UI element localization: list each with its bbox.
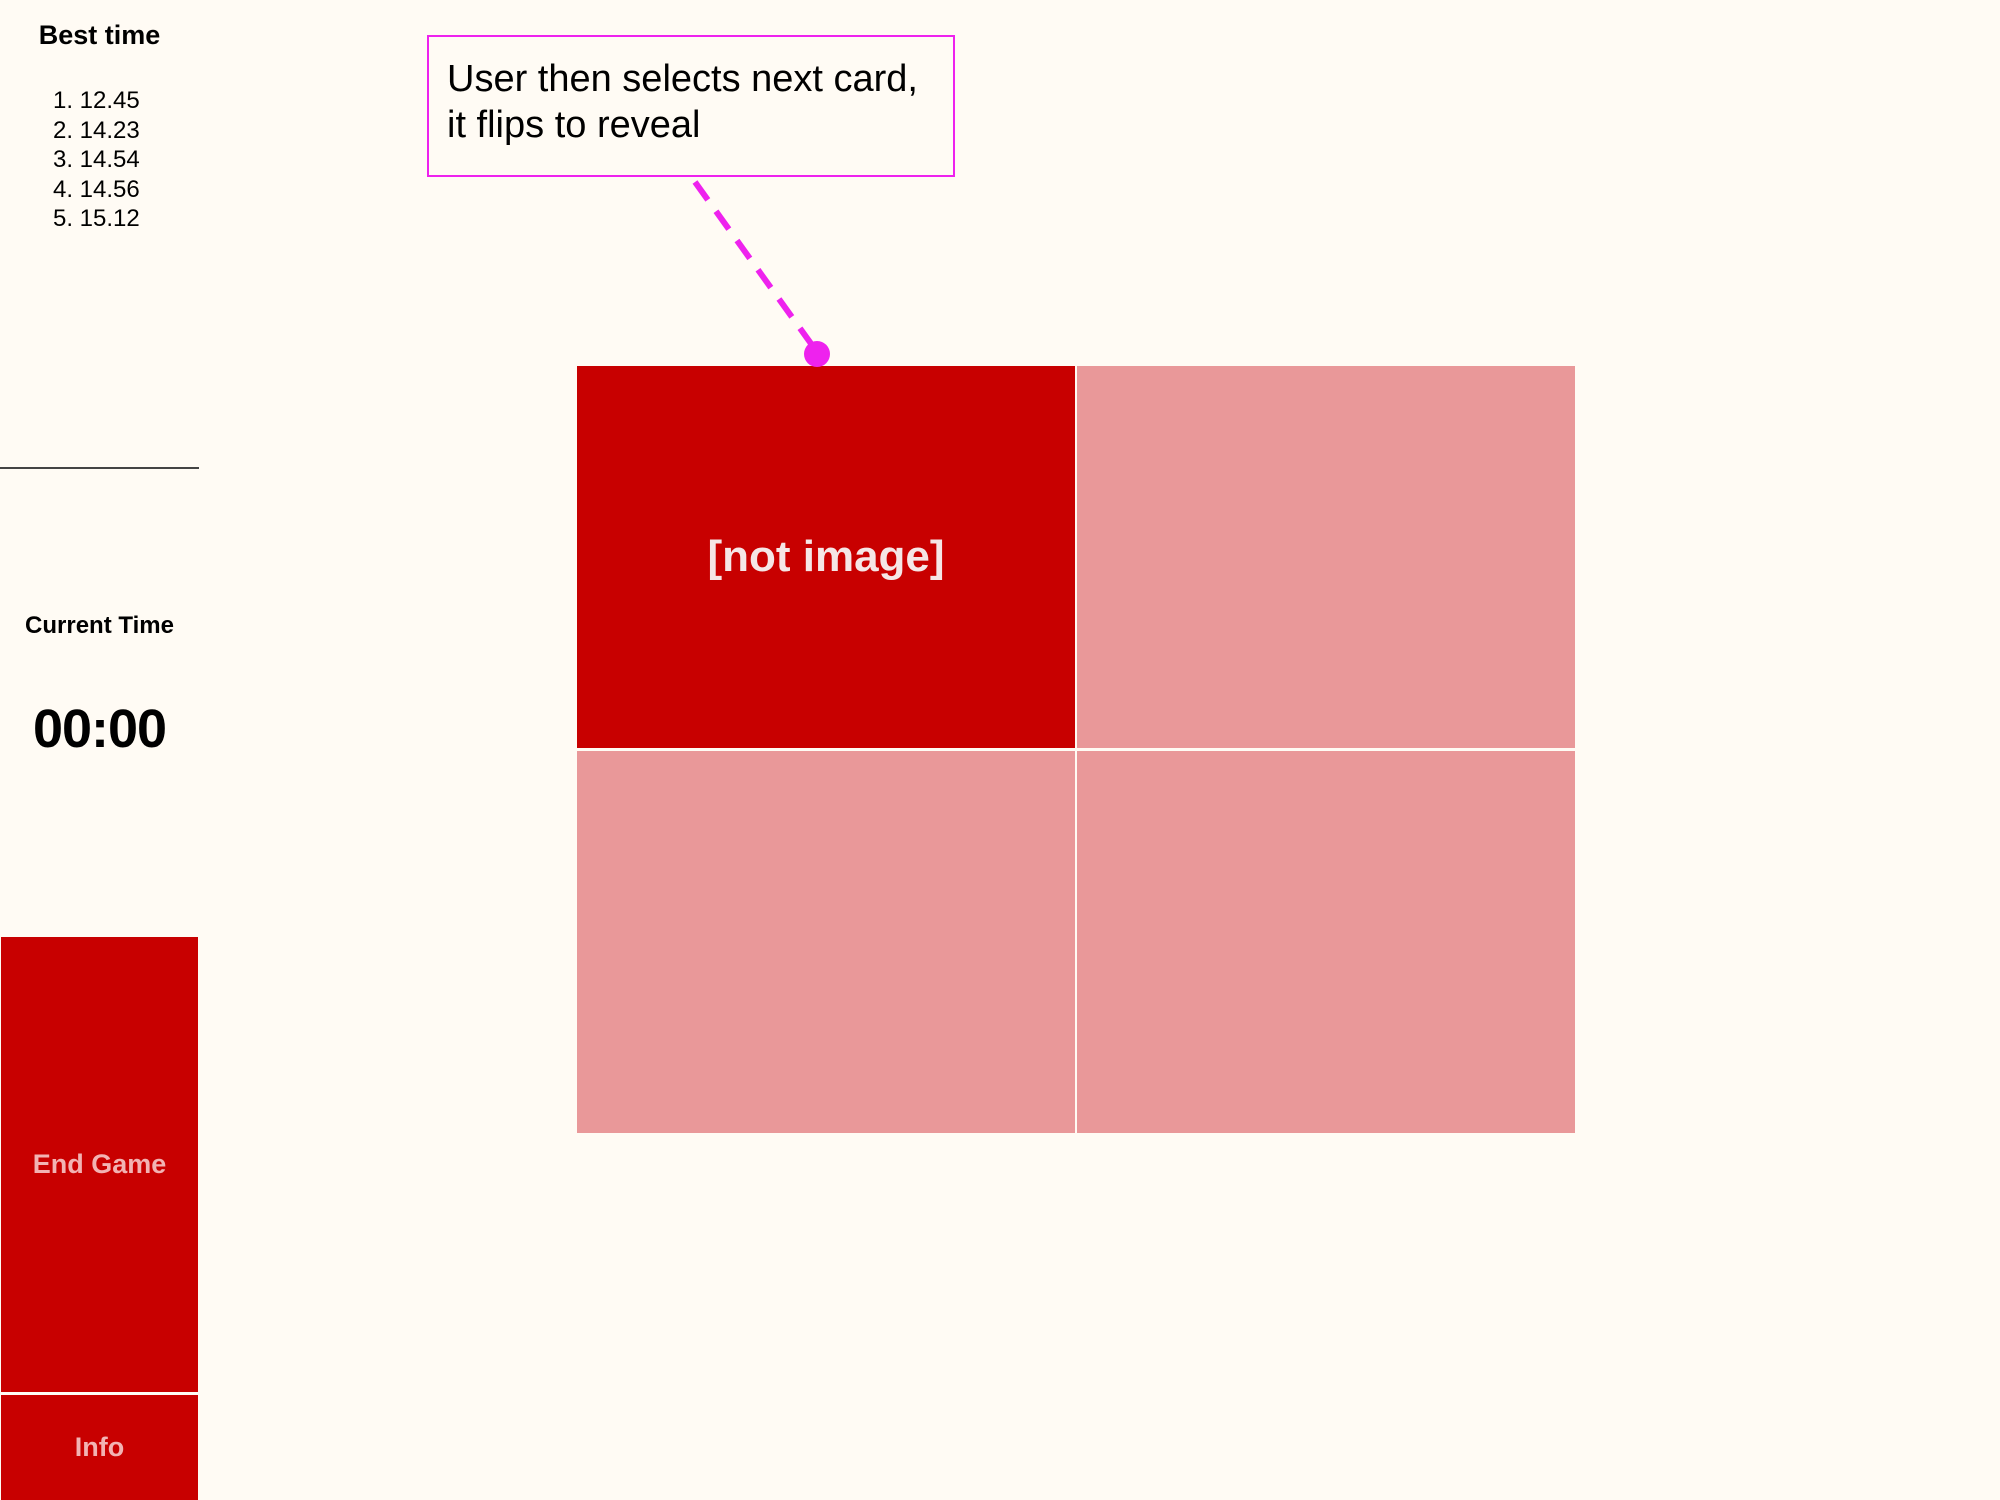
end-game-label: End Game (32, 1149, 167, 1179)
card-hidden[interactable] (1077, 366, 1575, 748)
annotation-callout: User then selects next card, it flips to… (427, 35, 955, 177)
annotation-text-line1: User then selects next card, (447, 58, 918, 100)
sidebar-divider (0, 467, 199, 469)
annotation-dashed-line (692, 180, 815, 347)
best-time-item: 4. 14.56 (53, 175, 140, 203)
best-time-item: 1. 12.45 (53, 87, 140, 114)
info-label: Info (74, 1432, 125, 1462)
end-game-button[interactable]: End Game (1, 937, 198, 1392)
card-hidden[interactable] (577, 751, 1075, 1133)
best-time-item: 5. 15.12 (53, 205, 140, 232)
card-label: [not image] (707, 532, 945, 581)
current-time-value: 00:00 (32, 699, 167, 759)
card-revealed[interactable]: [not image] (577, 366, 1075, 748)
best-time-item: 2. 14.23 (53, 116, 140, 144)
best-time-title: Best time (38, 20, 161, 50)
info-button[interactable]: Info (1, 1395, 198, 1500)
best-times-list: 1. 12.45 2. 14.23 3. 14.54 4. 14.56 5. 1… (53, 86, 140, 234)
sidebar: Best time 1. 12.45 2. 14.23 3. 14.54 4. … (0, 0, 199, 1500)
card-hidden[interactable] (1077, 751, 1575, 1133)
best-time-item: 3. 14.54 (53, 146, 140, 173)
annotation-pointer-dot (804, 341, 830, 367)
annotation-text-line2: it flips to reveal (447, 104, 701, 146)
current-time-title: Current Time (25, 612, 174, 639)
